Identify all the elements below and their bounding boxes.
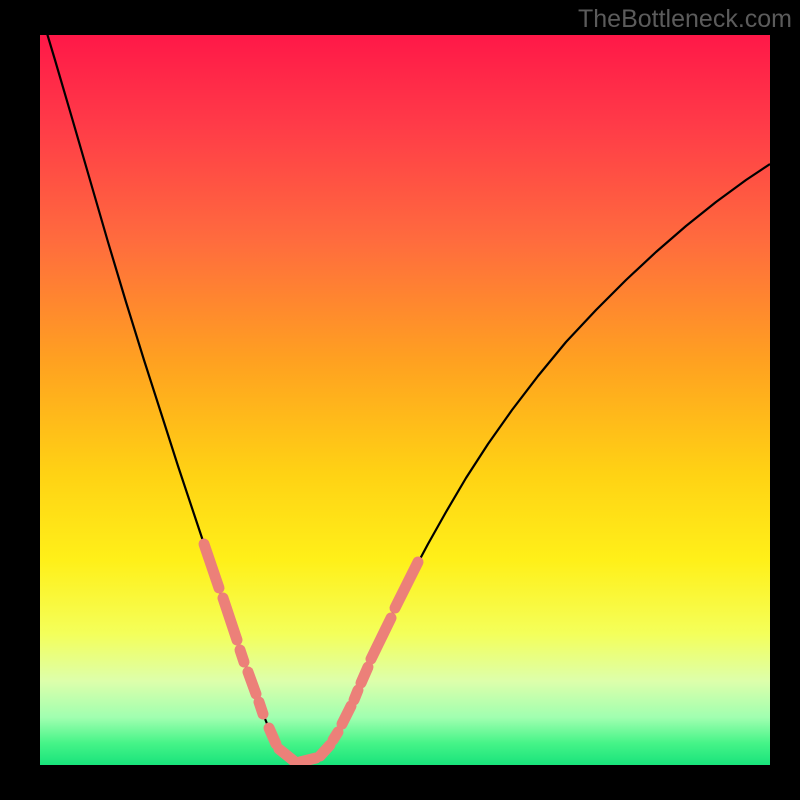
accent-dash [248,672,256,694]
accent-dash [361,667,368,683]
chart-svg [0,0,800,800]
accent-dash [320,745,330,756]
plot-background [40,35,770,765]
accent-dash [333,732,338,740]
accent-dash [300,758,316,762]
accent-dash [354,690,358,700]
accent-dash [269,728,276,744]
accent-dash [259,702,263,714]
chart-frame [40,35,770,765]
accent-dash [240,650,244,662]
watermark-text: TheBottleneck.com [578,5,792,34]
